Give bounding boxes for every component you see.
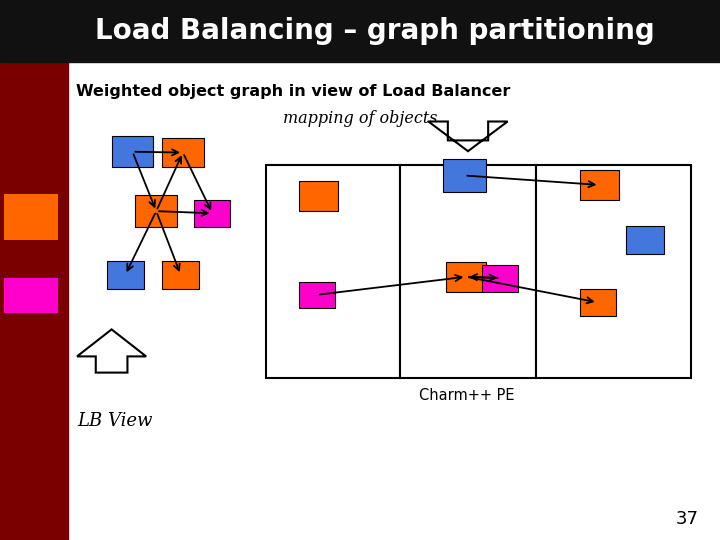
Bar	[162, 138, 204, 167]
Bar	[135, 195, 177, 227]
Bar	[626, 226, 664, 254]
Text: 37: 37	[675, 510, 698, 529]
Bar	[266, 165, 400, 378]
Bar	[536, 165, 691, 378]
Polygon shape	[428, 122, 508, 151]
Text: Charm++ PE: Charm++ PE	[419, 388, 514, 403]
Bar	[194, 200, 230, 227]
Bar	[299, 282, 335, 308]
Bar	[400, 165, 536, 378]
Bar	[482, 265, 518, 292]
Bar	[446, 262, 486, 292]
Bar	[580, 289, 616, 316]
Polygon shape	[77, 329, 146, 373]
Text: Load Balancing – graph partitioning: Load Balancing – graph partitioning	[94, 17, 654, 45]
Bar	[112, 136, 153, 167]
Bar	[4, 278, 58, 313]
Bar	[0, 62, 68, 540]
Bar	[0, 0, 720, 62]
Bar	[107, 261, 144, 289]
Bar	[4, 194, 58, 240]
Text: LB View: LB View	[78, 412, 153, 430]
Bar	[162, 261, 199, 289]
Text: Weighted object graph in view of Load Balancer: Weighted object graph in view of Load Ba…	[76, 84, 510, 99]
Bar	[299, 181, 338, 211]
Bar	[443, 159, 486, 192]
Bar	[580, 170, 619, 200]
Text: mapping of objects: mapping of objects	[283, 110, 437, 127]
